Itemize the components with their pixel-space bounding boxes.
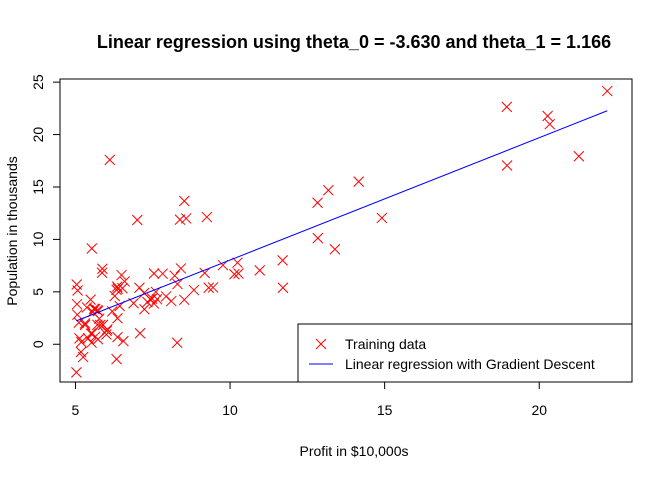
data-point	[148, 298, 160, 309]
data-point	[139, 303, 150, 315]
data-point	[112, 331, 123, 343]
data-point	[112, 312, 123, 324]
legend-label-training: Training data	[345, 336, 426, 352]
data-point	[131, 214, 143, 226]
data-point	[75, 336, 87, 348]
data-point	[203, 282, 215, 294]
y-axis-label: Population in thousands	[4, 156, 20, 305]
data-point	[79, 319, 91, 331]
data-point	[172, 278, 183, 290]
data-point	[544, 118, 556, 130]
data-point	[178, 195, 190, 207]
x-axis: 5 10 15 20	[72, 381, 547, 418]
data-point	[71, 367, 82, 378]
data-point	[142, 296, 153, 308]
data-point	[71, 298, 83, 310]
data-point	[180, 213, 192, 224]
regression-line	[76, 110, 608, 322]
legend-box	[297, 323, 633, 383]
data-point	[86, 243, 98, 254]
data-point	[542, 110, 553, 122]
data-point	[117, 282, 128, 294]
data-point	[101, 324, 113, 335]
data-point	[277, 282, 289, 294]
data-point	[134, 327, 146, 339]
data-point	[165, 295, 177, 307]
data-point	[171, 337, 183, 349]
data-point	[312, 197, 323, 209]
chart-title: Linear regression using theta_0 = -3.630…	[97, 32, 611, 52]
data-point	[277, 255, 288, 266]
y-tick-label: 0	[30, 340, 46, 348]
data-point	[376, 212, 388, 224]
data-point	[157, 268, 169, 280]
data-point	[138, 287, 150, 299]
data-point	[96, 267, 108, 279]
legend-marker-training	[315, 338, 327, 350]
data-point	[232, 257, 243, 269]
data-point	[233, 268, 244, 279]
data-point	[501, 101, 513, 113]
data-point	[573, 150, 585, 162]
y-tick-label: 5	[30, 288, 46, 296]
data-point	[101, 329, 112, 340]
data-point	[97, 263, 108, 275]
data-point	[85, 328, 97, 339]
data-point	[201, 211, 213, 223]
data-point	[229, 268, 240, 280]
data-point	[178, 294, 190, 306]
x-tick-label: 10	[222, 402, 238, 418]
data-point	[118, 335, 129, 347]
data-point	[169, 270, 181, 282]
x-axis-label: Profit in $10,000s	[300, 443, 409, 459]
y-tick-label: 20	[30, 127, 46, 143]
data-point	[148, 268, 160, 279]
data-point	[188, 284, 200, 296]
data-point	[323, 184, 334, 196]
data-point	[82, 333, 94, 344]
data-point	[175, 263, 187, 274]
y-tick-label: 15	[30, 179, 46, 195]
data-point	[353, 176, 365, 187]
legend: Training data Linear regression with Gra…	[297, 323, 633, 383]
data-point	[92, 333, 104, 345]
y-tick-label: 25	[30, 74, 46, 90]
data-point	[601, 85, 613, 97]
data-point	[199, 267, 211, 279]
data-point	[79, 318, 91, 329]
data-point	[74, 333, 85, 344]
x-tick-label: 20	[531, 402, 547, 418]
data-point	[501, 160, 513, 171]
data-point	[207, 282, 219, 293]
x-tick-label: 15	[377, 402, 393, 418]
data-point	[101, 325, 113, 337]
data-point	[92, 319, 103, 331]
x-tick-label: 5	[72, 402, 80, 418]
data-point	[71, 279, 83, 290]
data-point	[111, 353, 122, 365]
data-point	[116, 269, 127, 281]
data-point	[86, 337, 97, 349]
data-point	[329, 243, 341, 255]
data-point	[75, 346, 87, 358]
data-point	[85, 294, 96, 305]
data-point	[151, 293, 163, 305]
y-tick-label: 10	[30, 231, 46, 247]
legend-label-regression: Linear regression with Gradient Descent	[345, 356, 595, 372]
series-layer	[71, 85, 613, 378]
data-point	[71, 309, 83, 321]
data-point	[119, 276, 130, 287]
data-point	[254, 264, 266, 276]
y-axis: 0 5 10 15 20 25	[30, 74, 61, 348]
data-point	[104, 154, 116, 166]
data-point	[312, 232, 324, 244]
